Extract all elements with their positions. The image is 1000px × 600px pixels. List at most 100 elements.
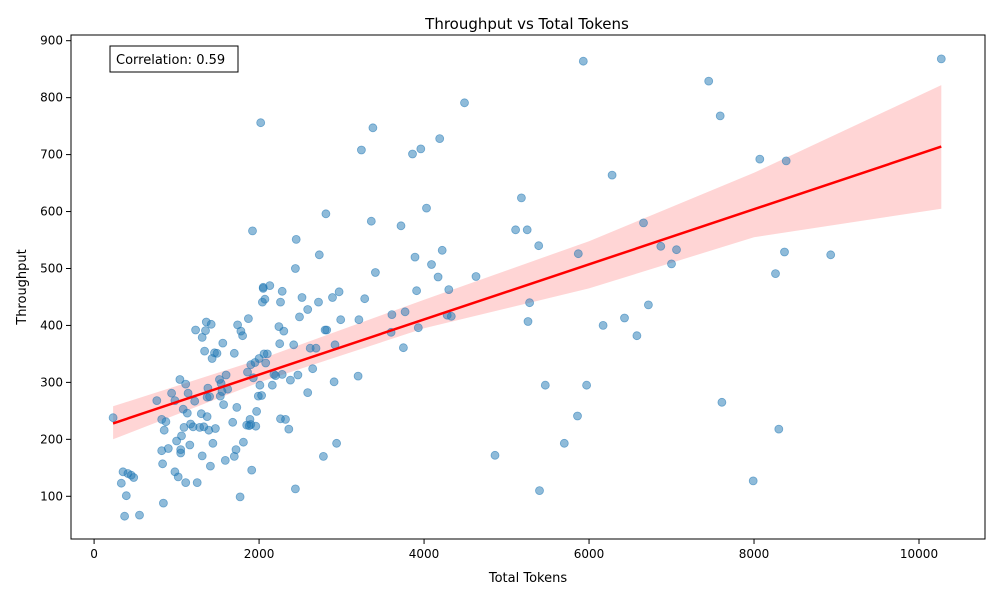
data-point [534,241,544,251]
data-point [247,465,257,475]
data-point [229,348,239,358]
y-tick-label: 900 [40,34,63,48]
y-axis-label: Throughput [15,249,30,326]
data-point [235,492,245,502]
data-point [238,437,248,447]
plot-frame [70,34,986,540]
data-point [202,412,212,422]
data-point [490,450,500,460]
data-point [523,317,533,326]
data-point [276,297,285,307]
data-point [328,293,337,302]
data-point [275,339,285,349]
data-point [158,459,168,469]
data-point [182,408,192,418]
data-point [175,375,185,384]
data-point [639,218,648,228]
data-point [173,472,183,482]
correlation-annotation: Correlation: 0.59 [109,45,239,73]
data-point [256,118,266,128]
data-point [413,323,423,333]
data-point [780,247,789,257]
data-point [176,448,186,458]
data-point [261,358,271,368]
data-point [108,413,118,423]
data-point [135,510,144,520]
confidence-band-layer [113,85,942,440]
data-point [277,369,287,379]
data-point [289,340,299,350]
data-point [620,313,629,323]
x-tick-label: 2000 [244,547,275,561]
data-point [308,364,318,374]
data-point [208,438,218,448]
data-point [672,245,681,255]
x-tick-label: 4000 [409,547,440,561]
data-point [717,397,727,407]
y-tick-label: 200 [40,432,63,446]
data-point [290,264,300,273]
data-point [205,461,215,471]
data-point [540,380,550,390]
data-point [354,315,364,325]
data-point [210,424,220,433]
data-point [322,325,332,335]
data-point [433,272,443,282]
x-axis-ticks: 0 2000 4000 6000 8000 10000 [90,539,938,561]
data-point [370,268,380,277]
data-point [200,346,210,356]
data-point [152,396,162,406]
data-point [265,281,275,291]
annotation-box [109,45,239,73]
x-tick-label: 8000 [739,547,770,561]
y-tick-label: 400 [40,318,63,332]
regression-line [112,145,942,425]
data-point [578,56,588,66]
data-point [167,388,177,398]
data-point [321,209,331,219]
x-tick-label: 0 [90,547,98,561]
data-point [437,245,447,255]
data-point [231,445,241,455]
y-tick-label: 700 [40,148,63,162]
data-point [251,421,261,431]
data-point [205,392,215,402]
data-point [284,424,294,434]
data-point [314,250,324,260]
data-point [644,300,653,310]
y-tick-label: 600 [40,205,63,219]
data-point [158,498,168,508]
confidence-band [113,85,942,440]
data-point [353,371,363,381]
data-point [163,444,173,453]
data-point [185,440,195,450]
data-point [535,486,544,496]
data-point [704,76,714,86]
data-point [771,269,780,279]
data-point [161,417,171,427]
data-point [121,491,131,501]
data-point [826,250,836,260]
data-point [277,286,287,296]
data-point [427,260,436,269]
data-point [396,221,406,231]
data-point [311,343,321,353]
data-point [412,286,422,296]
data-point [262,349,272,359]
x-axis-label: Total Tokens [488,571,567,586]
data-point [212,348,222,358]
x-tick-label: 6000 [574,547,605,561]
data-point [748,476,758,486]
data-point [774,424,784,434]
data-point [267,380,277,390]
data-point [366,216,376,226]
data-point [181,379,191,389]
y-tick-label: 800 [40,91,63,105]
data-point [582,380,591,390]
y-tick-label: 300 [40,375,63,389]
data-point [206,319,216,329]
data-point [444,285,454,295]
data-point [281,414,290,424]
data-point [632,331,642,341]
y-tick-label: 100 [40,489,63,503]
